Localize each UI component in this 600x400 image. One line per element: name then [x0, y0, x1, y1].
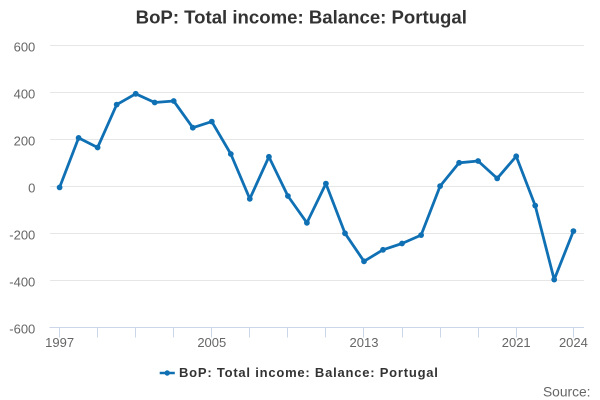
svg-text:200: 200 [14, 133, 36, 148]
svg-text:0: 0 [28, 180, 35, 195]
svg-text:BoP: Total income: Balance: Po: BoP: Total income: Balance: Portugal [136, 7, 467, 28]
svg-text:2005: 2005 [197, 335, 226, 350]
svg-text:Source:: Source: [543, 384, 591, 399]
svg-text:-400: -400 [9, 274, 35, 289]
svg-text:2024: 2024 [559, 335, 588, 350]
svg-text:400: 400 [14, 86, 36, 101]
svg-text:2013: 2013 [350, 335, 379, 350]
svg-text:-600: -600 [9, 321, 35, 336]
svg-text:2021: 2021 [502, 335, 531, 350]
svg-text:-200: -200 [9, 227, 35, 242]
svg-text:BoP: Total income: Balance: Po: BoP: Total income: Balance: Portugal [179, 365, 439, 380]
svg-text:600: 600 [14, 39, 36, 54]
svg-text:1997: 1997 [45, 335, 74, 350]
